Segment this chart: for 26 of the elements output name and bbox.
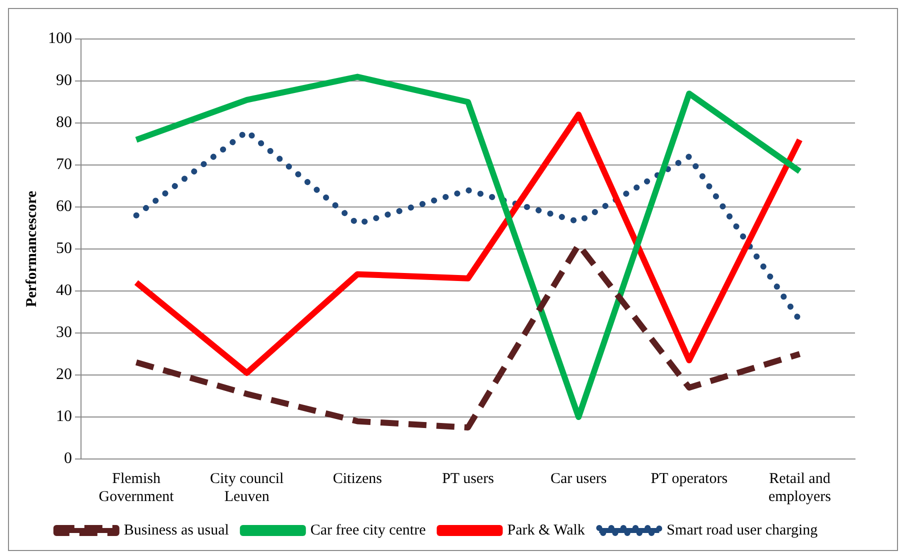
category-label: Flemish <box>112 470 160 487</box>
y-tick-label: 0 <box>64 450 72 468</box>
y-tick-label: 20 <box>56 366 72 384</box>
y-tick-label: 100 <box>48 30 72 48</box>
category-label: Retail and <box>769 470 830 487</box>
y-tick-label: 90 <box>56 72 72 90</box>
y-tick-label: 50 <box>56 240 72 258</box>
y-tick-label: 30 <box>56 324 72 342</box>
legend-label: Business as usual <box>124 522 229 538</box>
y-tick-label: 10 <box>56 408 72 426</box>
legend-label: Smart road user charging <box>666 522 818 538</box>
y-axis-title: Performancescore <box>24 190 40 308</box>
category-label: employers <box>768 488 831 505</box>
category-label: Leuven <box>224 488 270 505</box>
y-tick-label: 70 <box>56 156 72 174</box>
x-tick-label: Citizens <box>332 470 382 487</box>
category-label: City council <box>210 470 284 487</box>
y-tick-label: 40 <box>56 282 72 300</box>
x-tick-label: PT users <box>442 470 494 487</box>
x-tick-label: Car users <box>550 470 607 487</box>
legend-label: Car free city centre <box>310 522 426 538</box>
category-label: Government <box>98 488 174 505</box>
x-tick-label: PT operators <box>650 470 728 487</box>
y-tick-label: 60 <box>56 198 72 216</box>
legend-label: Park & Walk <box>507 522 586 538</box>
y-tick-label: 80 <box>56 114 72 132</box>
